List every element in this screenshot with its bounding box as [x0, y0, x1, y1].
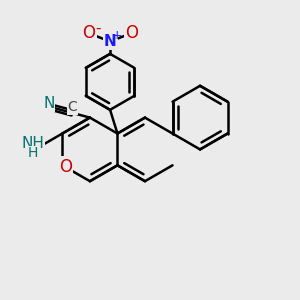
Text: O: O: [125, 24, 138, 42]
Text: O: O: [59, 158, 72, 176]
Text: O: O: [82, 24, 95, 42]
Text: H: H: [27, 146, 38, 161]
Text: -: -: [95, 20, 100, 35]
Text: +: +: [112, 29, 123, 42]
Text: C: C: [68, 100, 77, 114]
Text: NH: NH: [21, 136, 44, 151]
Text: N: N: [104, 34, 116, 49]
Text: N: N: [43, 96, 54, 111]
